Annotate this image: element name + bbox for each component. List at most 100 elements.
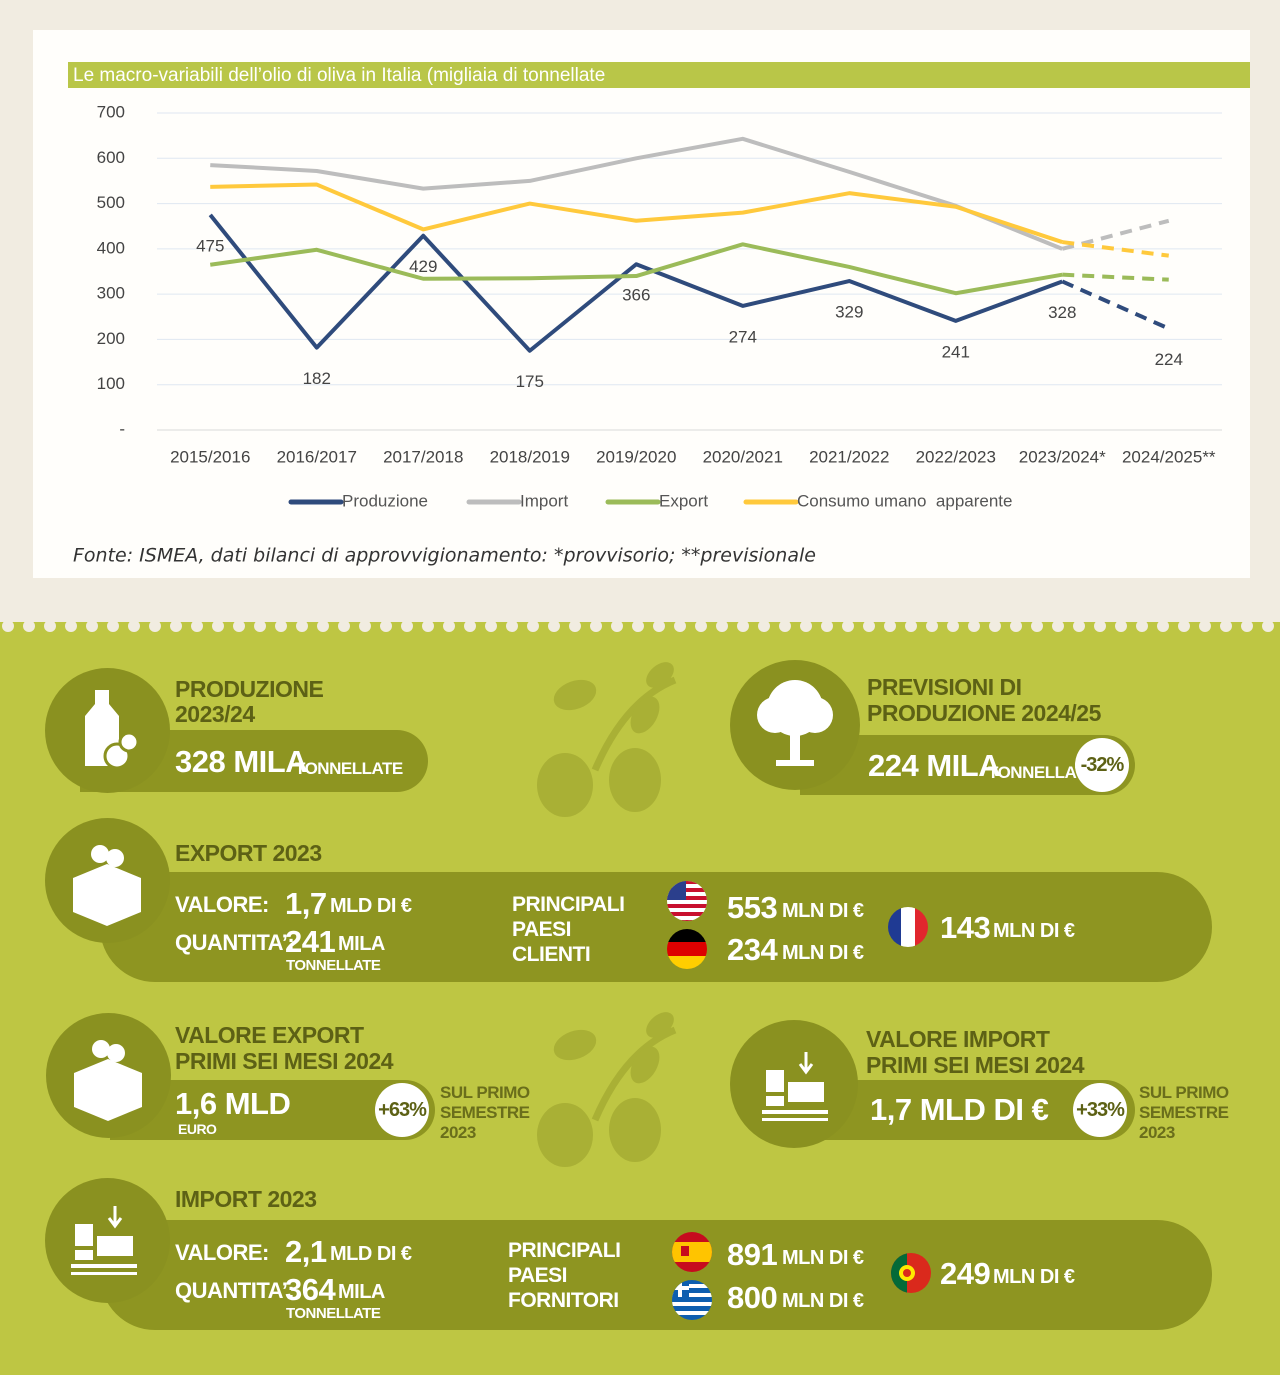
- data-label: 329: [835, 302, 863, 321]
- panel-title: IMPORT 2023: [175, 1186, 317, 1212]
- panel-value: 328 MILA: [175, 744, 308, 779]
- y-tick-label: 600: [97, 148, 125, 167]
- panel-value: 1,6 MLD: [175, 1086, 291, 1121]
- icon-circle: [45, 668, 170, 793]
- series-line: [1061, 279, 1170, 331]
- row-unit: MLD DI €: [330, 1243, 412, 1265]
- olive-decoration: [537, 1012, 677, 1167]
- data-label: 182: [303, 369, 331, 388]
- panel-title: PREVISIONI DI: [867, 674, 1022, 700]
- country-unit: MLN DI €: [782, 900, 864, 922]
- series-line: [1061, 240, 1170, 258]
- row-unit: TONNELLATE: [286, 1305, 381, 1322]
- panel-value: 224 MILA: [868, 748, 1001, 783]
- panel-title: PRODUZIONE 2024/25: [867, 700, 1101, 726]
- chart: Le macro-variabili dell’olio di oliva in…: [68, 62, 1250, 567]
- row-label: VALORE:: [175, 892, 269, 917]
- data-label: 475: [196, 236, 224, 255]
- infographic: PRODUZIONE 2023/24 328 MILA TONNELLATE P…: [0, 622, 1280, 1375]
- flag-greece: [672, 1280, 712, 1320]
- panel-title: VALORE EXPORT: [175, 1022, 364, 1048]
- change-badge: +63%: [375, 1083, 429, 1137]
- country-unit: MLN DI €: [993, 1266, 1075, 1288]
- note: SEMESTRE: [1139, 1103, 1229, 1122]
- flag-germany: [667, 929, 707, 969]
- data-label: 366: [622, 286, 650, 305]
- country-value: 891: [727, 1237, 778, 1272]
- row-value: 241: [285, 924, 336, 959]
- panel-title: 2023/24: [175, 701, 255, 727]
- icon-circle: [730, 1020, 858, 1148]
- flag-spain: [672, 1232, 712, 1272]
- x-tick-label: 2021/2022: [809, 447, 889, 466]
- country-unit: MLN DI €: [782, 1247, 864, 1269]
- box-icon: [73, 845, 141, 926]
- panel-unit: TONNELLATE: [988, 763, 1096, 782]
- note: 2023: [1139, 1123, 1175, 1142]
- olive-decoration: [537, 662, 677, 817]
- data-label: 274: [729, 327, 757, 346]
- panel-value: 1,7 MLD DI €: [870, 1092, 1049, 1127]
- panel-title: PRIMI SEI MESI 2024: [866, 1052, 1085, 1078]
- x-tick-label: 2022/2023: [916, 447, 996, 466]
- panel-unit: EURO: [178, 1121, 217, 1137]
- y-tick-label: 100: [97, 374, 125, 393]
- series-line: [209, 242, 1063, 296]
- scallop: [2, 622, 1274, 632]
- legend-label: Produzione: [342, 491, 428, 510]
- change-badge: -32%: [1075, 738, 1129, 792]
- x-tick-label: 2023/2024*: [1019, 447, 1106, 466]
- row-unit: MLD DI €: [330, 895, 412, 917]
- data-label: 328: [1048, 303, 1076, 322]
- series-line: [1062, 272, 1169, 282]
- country-value: 800: [727, 1280, 778, 1315]
- change-badge: +33%: [1073, 1083, 1127, 1137]
- icon-circle: [730, 660, 860, 790]
- flag-portugal: [891, 1253, 931, 1293]
- tree-icon: [757, 680, 833, 766]
- bottle-icon: [85, 690, 140, 770]
- country-unit: MLN DI €: [782, 942, 864, 964]
- row-unit: MILA: [338, 933, 385, 955]
- row-value: 1,7: [285, 886, 327, 921]
- crates-icon: [762, 1052, 828, 1121]
- country-unit: MLN DI €: [993, 920, 1075, 942]
- x-tick-label: 2016/2017: [277, 447, 357, 466]
- icon-circle: [46, 1013, 171, 1138]
- panel-title: VALORE IMPORT: [866, 1026, 1050, 1052]
- legend-label: Export: [659, 491, 708, 510]
- note: SEMESTRE: [440, 1103, 530, 1122]
- row-label: VALORE:: [175, 1240, 269, 1265]
- x-tick-label: 2020/2021: [703, 447, 783, 466]
- data-label: 224: [1155, 350, 1183, 369]
- note: 2023: [440, 1123, 476, 1142]
- y-tick-label: 400: [97, 238, 125, 257]
- row-label: QUANTITA’:: [175, 930, 295, 955]
- icon-circle: [45, 818, 170, 943]
- legend-label: Consumo umano apparente: [797, 491, 1012, 510]
- y-tick-label: 700: [97, 102, 125, 121]
- source: Fonte: ISMEA, dati bilanci di approvvigi…: [73, 545, 816, 567]
- series-line: [210, 136, 1063, 251]
- country-value: 234: [727, 932, 778, 967]
- y-tick-label: 500: [97, 193, 125, 212]
- panel-title: PRIMI SEI MESI 2024: [175, 1048, 394, 1074]
- title-bar: [68, 62, 1250, 88]
- countries-title: PAESI: [512, 918, 571, 941]
- y-tick-label: 200: [97, 329, 125, 348]
- data-label: 241: [942, 342, 970, 361]
- series-line: [1061, 218, 1170, 251]
- countries-title: CLIENTI: [512, 943, 591, 966]
- data-label: 175: [516, 372, 544, 391]
- icon-circle: [45, 1178, 170, 1303]
- country-value: 553: [727, 890, 778, 925]
- x-tick-label: 2015/2016: [170, 447, 250, 466]
- note: SUL PRIMO: [440, 1083, 530, 1102]
- chart-title: Le macro-variabili dell’olio di oliva in…: [73, 65, 605, 86]
- panel-bar: [100, 1220, 1212, 1330]
- y-tick-label: -: [119, 419, 125, 438]
- country-unit: MLN DI €: [782, 1290, 864, 1312]
- panel-title: EXPORT 2023: [175, 840, 322, 866]
- flag-usa: [667, 881, 707, 921]
